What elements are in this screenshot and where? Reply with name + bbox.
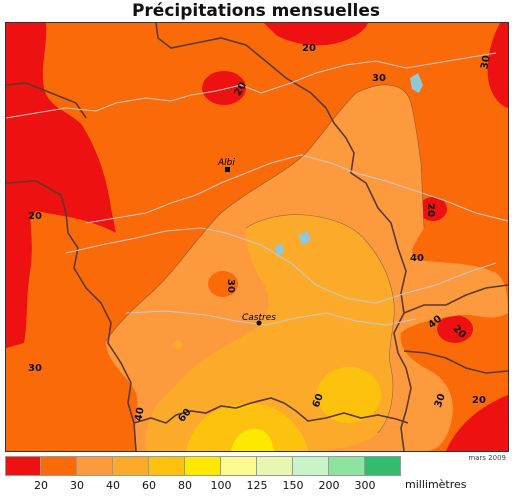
zone-lt20-blob-north [202,71,246,105]
precipitation-map: 20 30 20 30 20 20 30 40 30 20 60 40 60 3… [5,22,509,452]
legend-swatch [365,456,401,476]
legend-tick-label: 40 [106,479,120,492]
contour-label: 30 [433,392,448,409]
city-label-castres: Castres [242,313,276,323]
legend-tick-label: 300 [354,479,376,492]
contour-label: 20 [425,203,436,217]
legend-tick-label: 30 [70,479,84,492]
contour-label: 30 [28,363,42,374]
contour-label: 20 [472,395,486,406]
lake-center-1 [274,243,284,256]
legend-swatch [257,456,293,476]
legend-tick-label: 20 [34,479,48,492]
zone-lt20-northeast [487,23,508,108]
city-marker-albi [225,167,230,172]
legend-tick-label: 200 [318,479,340,492]
zone-lt20-north [264,23,368,46]
legend-ticks: 20 30 40 60 80 100 125 150 200 300 [5,479,405,495]
legend-unit: millimètres [405,478,467,491]
zone-lt20-south-east [446,395,508,451]
legend-tick-label: 125 [246,479,268,492]
zone-lt20-blob-east [419,197,447,221]
contour-label: 40 [410,253,424,264]
rivers [6,52,508,326]
legend-swatch [293,456,329,476]
zone-lt20-northwest [6,23,116,245]
zone-lt20-west [6,173,32,348]
department-borders [6,23,508,451]
zone-30-40-blob-west [208,271,238,297]
zone-60-80-south [186,403,308,451]
legend-swatch [113,456,149,476]
map-title: Précipitations mensuelles [131,1,381,21]
legend-tick-label: 60 [142,479,156,492]
lake-north-east [410,73,423,93]
legend-swatch [149,456,185,476]
city-marker-castres [256,320,262,326]
contour-label: 20 [302,43,316,54]
zone-lt20-blob-southeast [437,315,473,343]
legend-tick-label: 100 [210,479,232,492]
zone-80-100-south [231,428,274,451]
contour-lines [105,84,425,434]
legend-tick-label: 150 [282,479,304,492]
contour-label: 20 [28,211,42,222]
color-legend [5,456,401,476]
contour-label: 30 [479,54,492,70]
legend-swatch [221,456,257,476]
contour-label: 40 [133,406,146,422]
date-label: mars 2009 [468,454,506,462]
legend-swatch [41,456,77,476]
contour-label: 60 [311,392,326,409]
lake-center-2 [298,231,311,245]
legend-swatch [329,456,365,476]
zone-60-80-center [317,367,381,423]
legend-swatch [77,456,113,476]
contour-label: 30 [225,279,236,293]
legend-tick-label: 80 [178,479,192,492]
zone-blob-small [172,339,184,351]
legend-swatch [5,456,41,476]
legend-swatch [185,456,221,476]
city-label-albi: Albi [217,158,235,168]
contour-label: 30 [372,73,386,84]
